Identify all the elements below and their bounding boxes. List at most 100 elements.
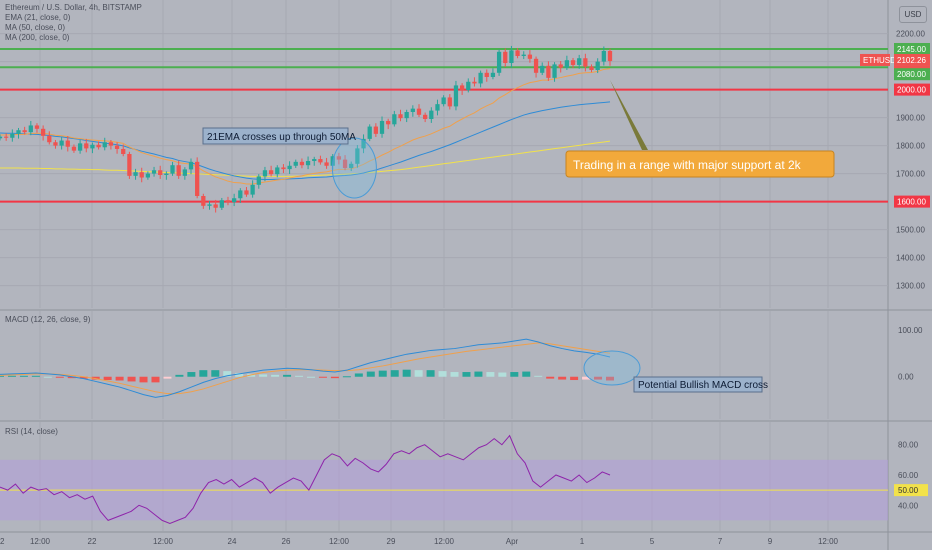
callout-box [565,150,835,178]
flag-2145 [894,43,930,55]
candle-body [65,140,70,147]
macd-histogram-bar [486,372,495,377]
candle-body [305,161,311,166]
candle-body [84,143,89,149]
candle-body [188,161,194,170]
price-tick-label: 1300.00 [896,282,925,291]
candle-body [466,81,471,91]
candle-body [34,125,40,129]
macd-histogram-bar [175,374,184,377]
macd-histogram-bar [103,376,112,381]
rsi-tick-label: 40.00 [898,501,919,510]
candle-body [459,85,465,91]
macd-histogram-bar [115,376,124,381]
price-tick-label: 1900.00 [896,114,925,123]
flag-last-price-text: 2102.26 [897,56,926,65]
macd-histogram-bar [223,371,232,377]
macd-histogram-bar [606,376,614,381]
macd-tick-label: 0.00 [898,373,914,382]
candle-body [472,81,477,84]
candle-body [577,58,582,65]
flag-1600-text: 1600.00 [897,198,926,207]
macd-histogram-bar [570,376,579,381]
macd-histogram-bar [390,370,399,377]
legend-ema21: EMA (21, close, 0) [5,13,71,22]
candle-body [207,204,212,206]
macd-histogram-bar [510,372,519,377]
candle-body [77,143,83,151]
price-tick-label: 1800.00 [896,142,925,151]
candle-body [601,50,606,62]
ema21-line [0,68,611,185]
candle-body [515,50,520,56]
macd-histogram-bar [498,372,507,377]
candle-body [96,144,101,148]
time-tick-label: 1 [580,537,585,546]
candle-body [398,114,403,119]
candle-body [410,108,415,112]
candle-body [484,72,489,77]
candle-body [127,154,132,176]
macd-annotation-box [633,376,763,393]
time-tick-label: Apr [506,537,519,546]
candle-body [521,54,526,56]
flag-2145-text: 2145.00 [897,45,926,54]
macd-histogram-bar [295,375,304,377]
flag-2080 [894,68,930,81]
candle-body [133,172,138,176]
flag-2000 [894,83,930,96]
macd-tick-label: 100.00 [898,326,923,335]
candle-body [102,142,107,148]
candle-body [71,146,77,151]
annotation-support: Trading in a range with major support at… [573,158,802,172]
candle-body [540,65,545,73]
macd-histogram-bar [318,376,327,378]
candle-body [59,140,64,146]
candle-body [367,126,372,139]
macd-histogram-bar [594,376,603,380]
time-tick-label: 12:00 [818,537,839,546]
macd-histogram-bar [31,375,40,377]
candle-body [503,51,508,63]
candle-body [90,144,95,149]
candle-body [496,51,502,73]
macd-histogram-bar [522,371,531,377]
candle-body [287,165,292,170]
candle-body [564,60,570,68]
candle-body [176,165,181,176]
candle-body [4,136,9,138]
flag-ethusd [860,53,890,66]
legend-symbol: Ethereum / U.S. Dollar, 4h, BITSTAMP [5,3,142,12]
macd-histogram-bar [462,372,471,377]
candle-body [164,173,169,175]
time-tick-label: 12:00 [30,537,51,546]
candle-body [262,170,268,177]
macd-histogram-bar [0,375,4,377]
legend-ma50: MA (50, close, 0) [5,23,66,32]
candle-body [607,50,613,62]
macd-histogram-bar [378,370,387,377]
macd-histogram-bar [151,376,160,383]
candle-body [373,126,378,134]
price-tick-label: 1500.00 [896,226,925,235]
macd-histogram-bar [79,376,88,379]
flag-2000-text: 2000.00 [897,86,926,95]
candle-body [379,120,385,134]
macd-histogram-bar [127,376,136,382]
candle-body [232,198,237,203]
candle-body [0,136,3,139]
candle-body [490,72,496,77]
candle-body [423,114,428,119]
candle-body [170,165,175,174]
candle-body [256,176,261,185]
candle-body [16,130,21,134]
candle-body [527,54,533,59]
macd-histogram-bar [354,373,363,377]
macd-histogram-bar [7,375,16,377]
candle-body [312,159,317,161]
candle-body [195,161,200,196]
currency-button[interactable]: USD [899,6,927,23]
candle-body [108,142,114,146]
candle-body [250,184,255,195]
